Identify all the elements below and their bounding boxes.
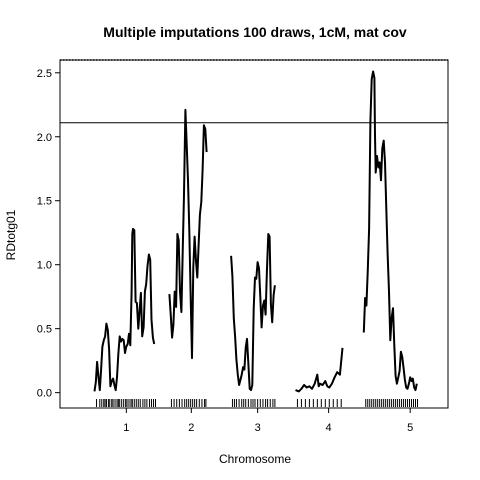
x-tick-label: 4 (326, 422, 332, 434)
y-tick-label: 1.5 (37, 196, 52, 208)
series-line-chr1 (93, 227, 156, 392)
y-axis-label: RDtotg01 (4, 209, 18, 260)
x-axis-label: Chromosome (219, 452, 291, 466)
series-line-chr2 (168, 108, 208, 360)
y-tick-label: 0.0 (37, 388, 52, 400)
x-tick-label: 3 (255, 422, 261, 434)
x-tick-label: 5 (407, 422, 413, 434)
x-tick-label: 2 (188, 422, 194, 434)
y-tick-label: 2.0 (37, 132, 52, 144)
marker-rug (95, 399, 418, 407)
y-tick-label: 2.5 (37, 68, 52, 80)
reference-lines (60, 59, 448, 124)
series-line-chr4 (295, 347, 344, 393)
series-line-chr3 (230, 233, 276, 392)
series-group (93, 70, 418, 393)
y-tick-label: 0.5 (37, 324, 52, 336)
y-axis: 0.0 0.5 1.0 1.5 2.0 2.5 (37, 68, 60, 400)
chart-title: Multiple imputations 100 draws, 1cM, mat… (103, 24, 407, 40)
plot-frame (59, 59, 449, 409)
series-line-chr5 (362, 70, 418, 392)
x-axis: 1 2 3 4 5 (123, 408, 413, 434)
x-tick-label: 1 (123, 422, 129, 434)
y-tick-label: 1.0 (37, 260, 52, 272)
